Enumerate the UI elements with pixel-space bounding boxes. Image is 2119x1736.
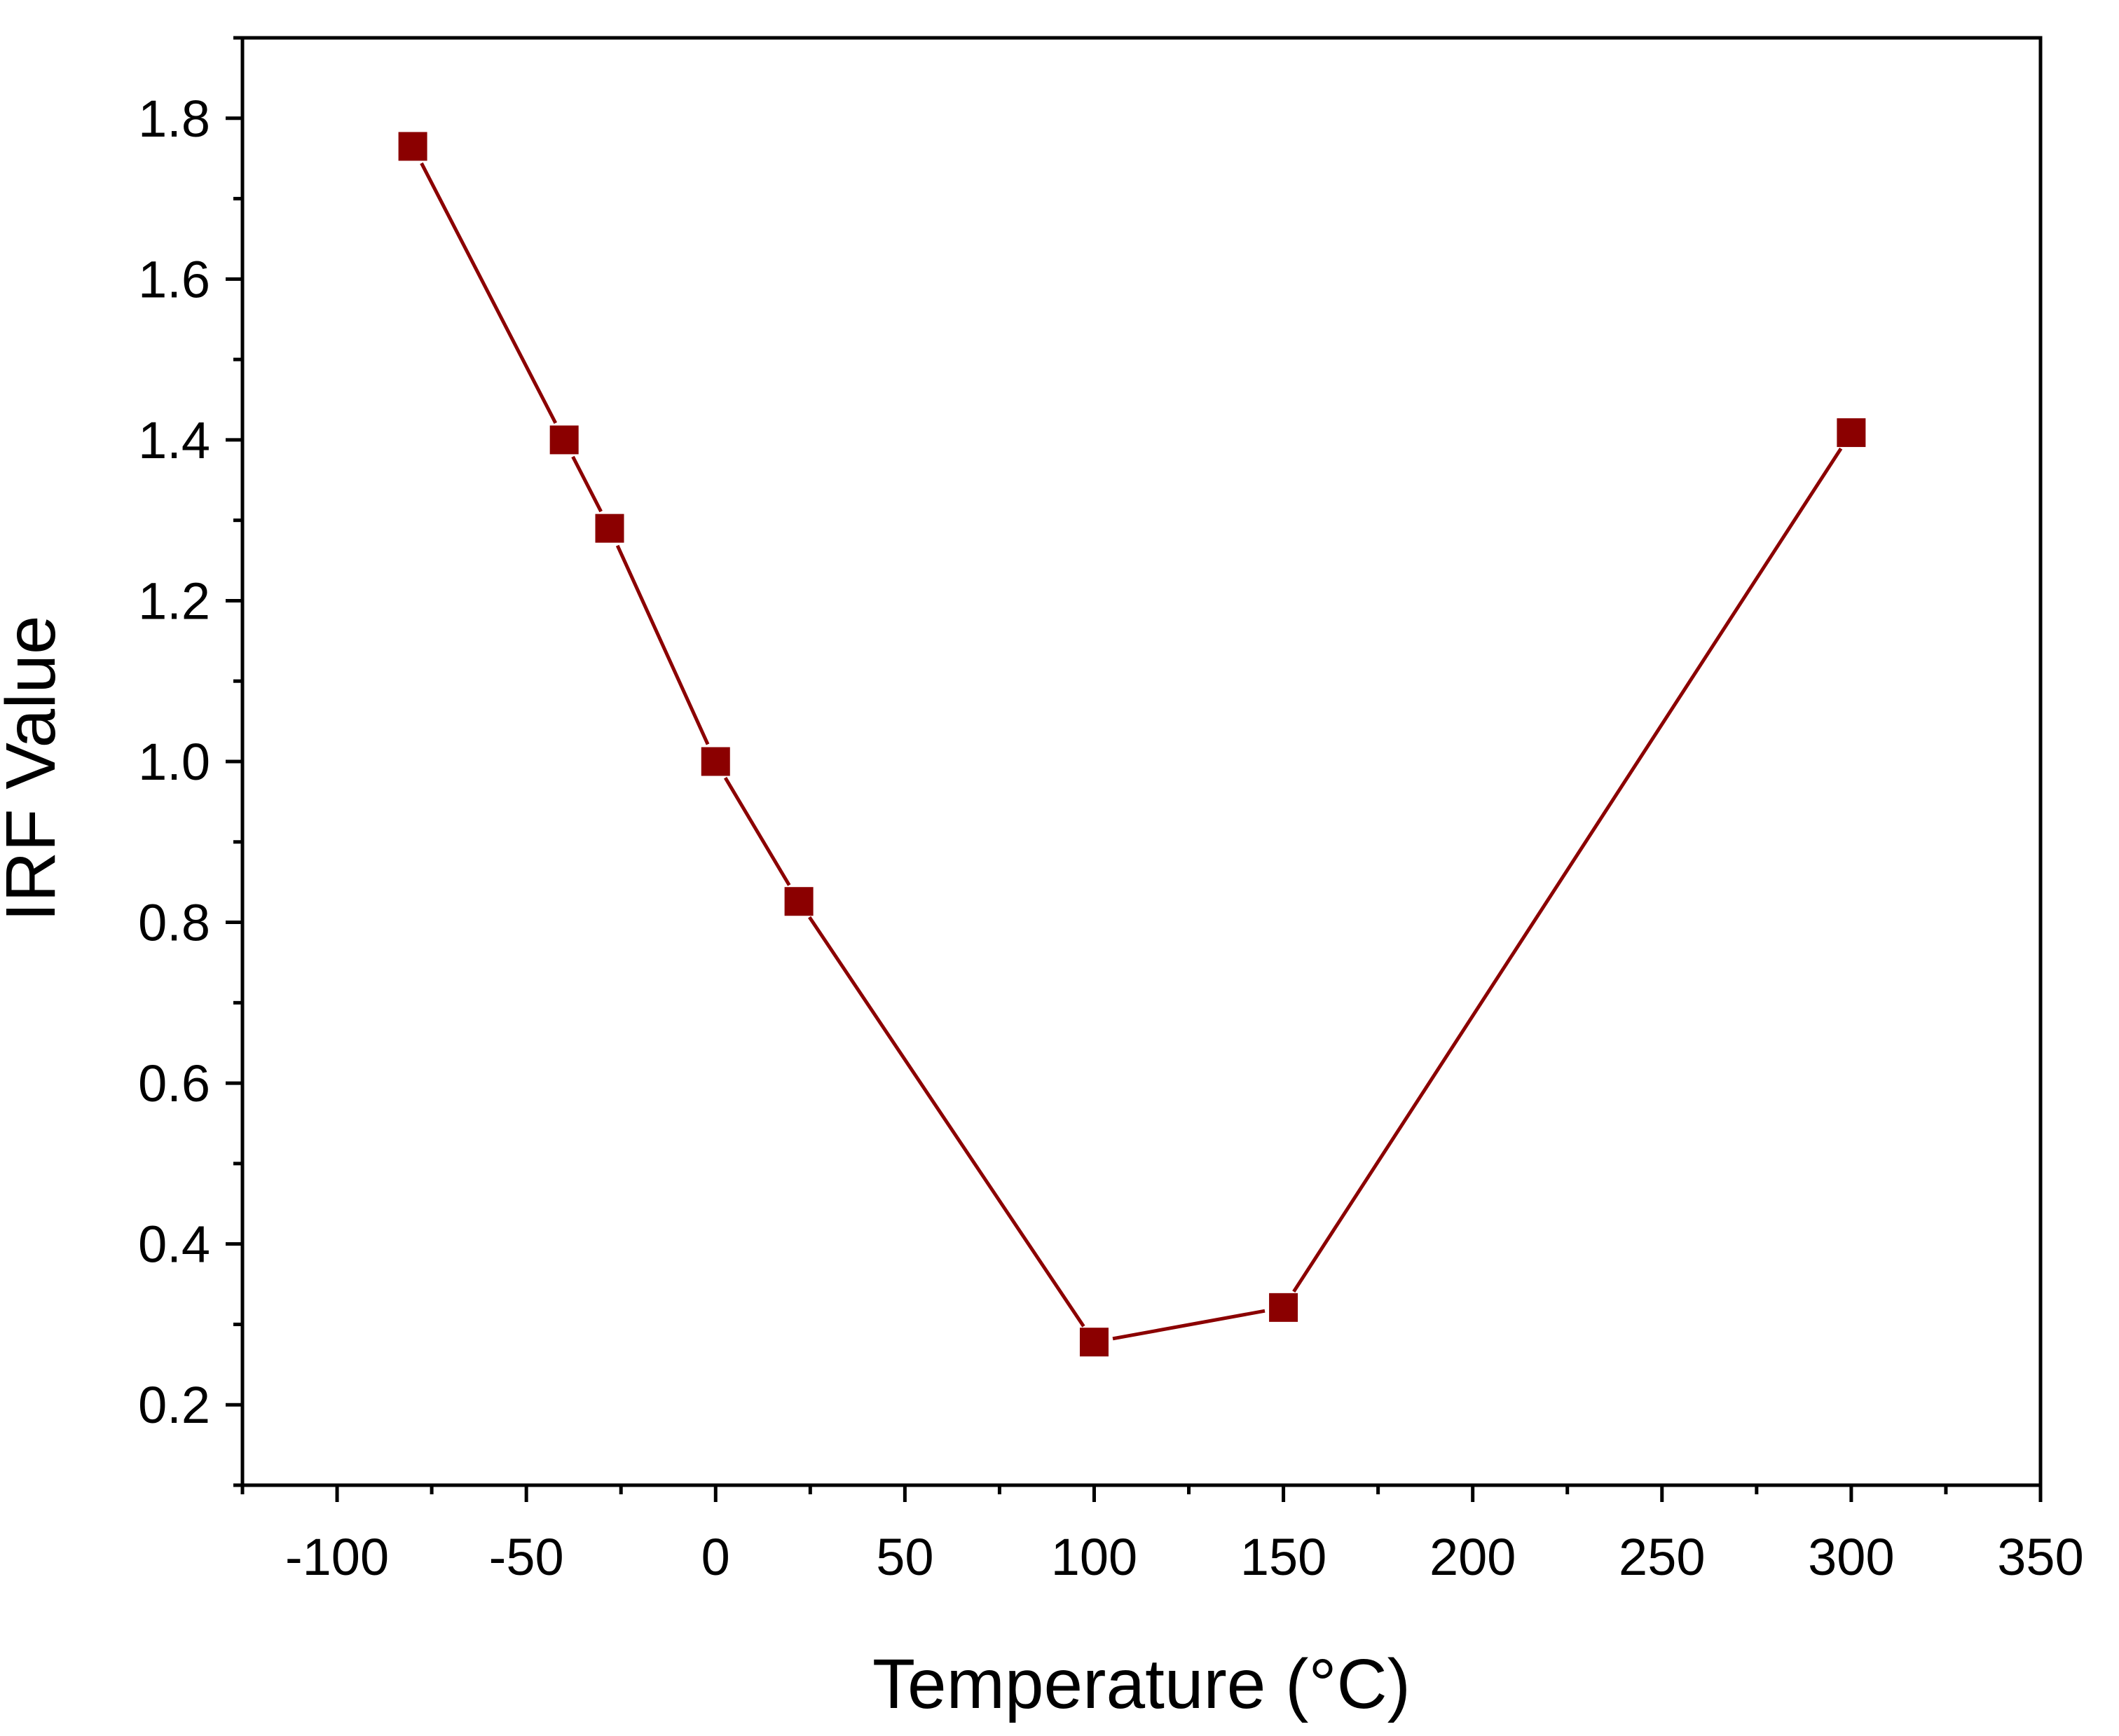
series-line-segment <box>420 162 558 425</box>
y-tick-label: 0.2 <box>138 1376 210 1434</box>
y-tick-label: 1.0 <box>138 733 210 791</box>
y-tick-label: 0.6 <box>138 1054 210 1112</box>
y-tick-label: 1.6 <box>138 250 210 308</box>
x-tick-label: 100 <box>1051 1528 1137 1586</box>
x-tick-label: 0 <box>701 1528 730 1586</box>
data-point-marker <box>1079 1328 1109 1357</box>
data-point-marker <box>784 887 814 916</box>
x-axis-title: Temperature (°C) <box>872 1645 1411 1723</box>
y-tick-label: 0.8 <box>138 894 210 952</box>
y-tick-label: 1.2 <box>138 572 210 630</box>
y-tick-label: 1.4 <box>138 411 210 469</box>
tick-labels: -100 -50 0 50 100 150 200 250 300 350 0.2 0.4 0.6 0.8… <box>138 90 2084 1586</box>
x-tick-label: 250 <box>1619 1528 1705 1586</box>
x-tick-label: 50 <box>876 1528 933 1586</box>
data-point-marker <box>398 132 427 161</box>
x-tick-label: 350 <box>1997 1528 2083 1586</box>
data-point-marker <box>1269 1293 1298 1322</box>
y-tick-label: 1.8 <box>138 90 210 148</box>
series-line-segment <box>723 776 791 886</box>
data-point-marker <box>1837 418 1866 448</box>
series-line-segment <box>1112 1309 1266 1341</box>
series-line-segment <box>571 455 603 513</box>
series-line-segment <box>1292 447 1843 1293</box>
series-line-segment <box>615 544 710 745</box>
series-line-segment <box>808 916 1085 1328</box>
data-point-marker <box>701 747 730 776</box>
x-tick-label: 200 <box>1429 1528 1516 1586</box>
data-series <box>398 132 1866 1357</box>
x-tick-label: -100 <box>285 1528 389 1586</box>
x-tick-label: 150 <box>1240 1528 1326 1586</box>
y-tick-label: 0.4 <box>138 1215 210 1274</box>
plot-frame <box>240 36 2043 1487</box>
y-axis-title: IRF Value <box>0 615 70 921</box>
x-tick-label: -50 <box>489 1528 564 1586</box>
data-point-marker <box>549 425 579 455</box>
data-point-marker <box>595 514 624 543</box>
x-tick-label: 300 <box>1808 1528 1894 1586</box>
